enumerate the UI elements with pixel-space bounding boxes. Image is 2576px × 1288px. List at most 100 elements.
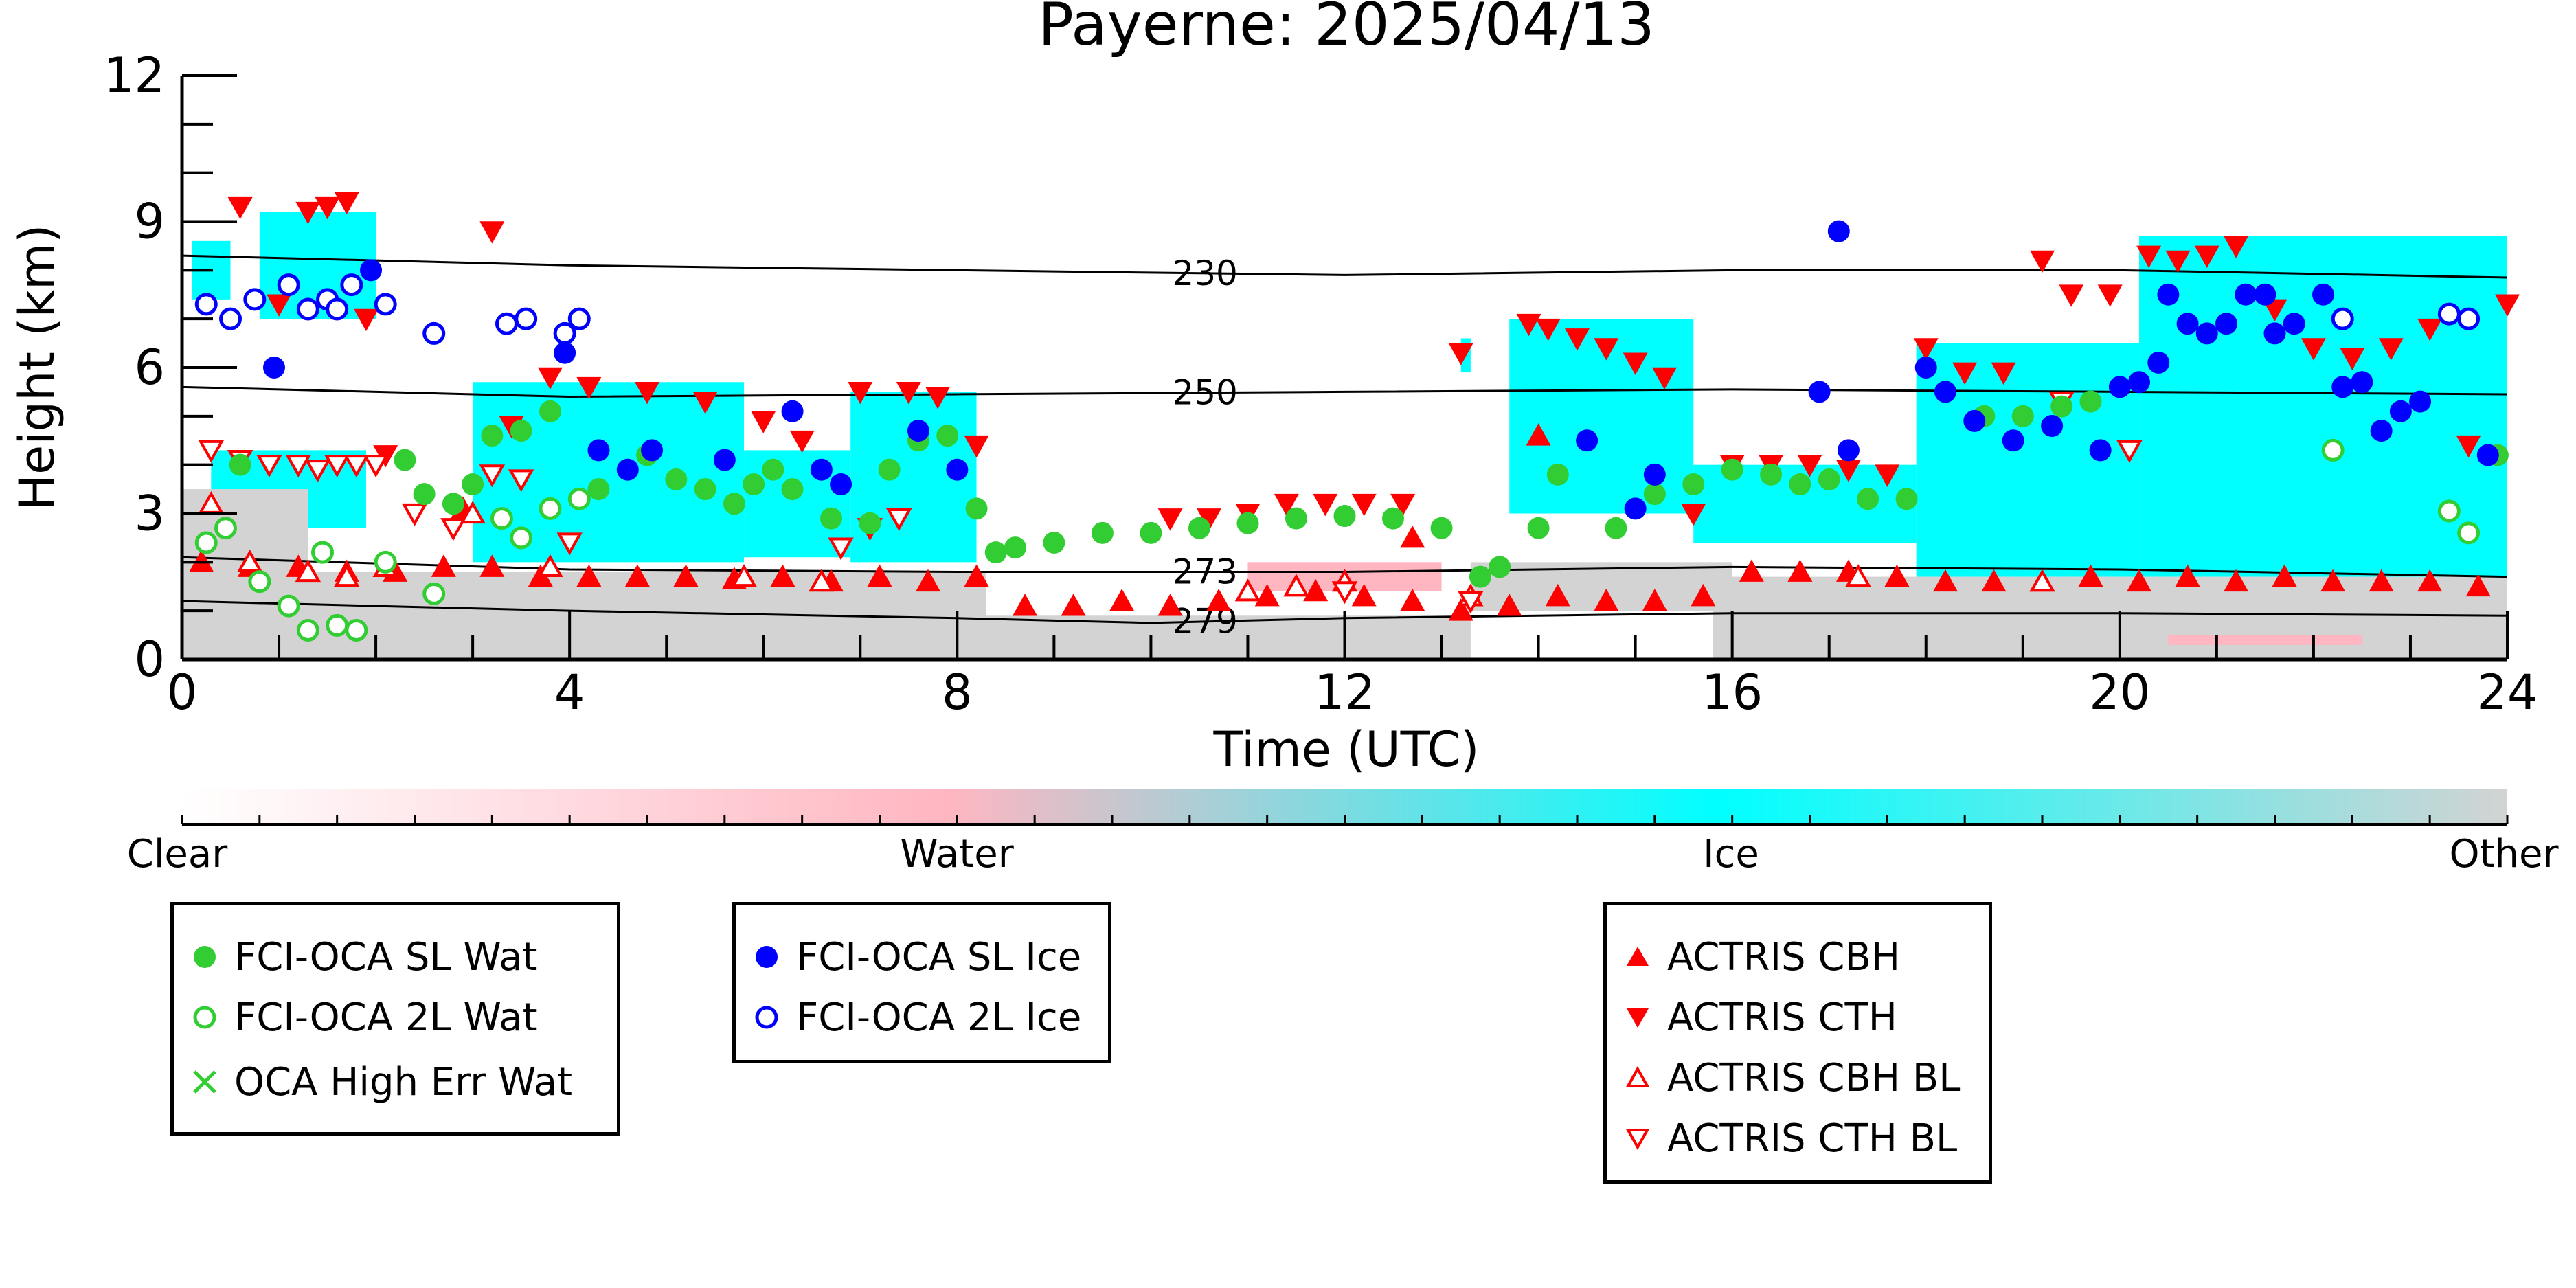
sl-ice-point: [1837, 439, 1860, 462]
cth-point: [2224, 236, 2249, 258]
2l-ice-point: [567, 307, 591, 330]
cbh-bl-point: [295, 559, 321, 583]
sl-wat-point: [229, 453, 251, 476]
sl-ice-point: [1808, 381, 1831, 403]
sl-wat-point: [723, 493, 745, 515]
cth-point: [964, 435, 989, 458]
cth-bl-point: [1458, 591, 1484, 614]
x-tick-label: 12: [1314, 664, 1375, 721]
sl-wat-point: [694, 478, 716, 501]
cbh-point: [1061, 594, 1086, 616]
cth-point: [479, 221, 505, 244]
colorbar-label-clear: Clear: [127, 832, 228, 877]
sl-wat-point: [1789, 473, 1811, 495]
y-axis-label: Height (km): [9, 225, 65, 511]
y-tick-label: 0: [134, 631, 165, 688]
x-tick-label: 20: [2089, 664, 2150, 721]
sl-ice-point: [554, 341, 576, 364]
cbh-point: [2224, 569, 2249, 592]
sl-ice-point: [1963, 409, 1986, 432]
cbh-point: [1691, 583, 1716, 607]
2l-wat-point: [326, 613, 349, 637]
sl-ice-point: [2351, 371, 2373, 394]
open-triangle-up-icon: [1625, 1065, 1650, 1087]
cbh-point: [576, 564, 602, 587]
cth-point: [334, 192, 359, 215]
legend-water: FCI-OCA SL Wat FCI-OCA 2L Wat OCA High E…: [170, 902, 620, 1136]
2l-wat-point: [374, 550, 397, 574]
cth-bl-point: [198, 440, 225, 463]
cth-point: [2456, 435, 2481, 458]
cbh-point: [1642, 589, 1667, 611]
sl-wat-point: [510, 420, 532, 442]
cbh-bl-point: [731, 564, 757, 587]
sl-wat-point: [2011, 405, 2034, 427]
cth-point: [848, 382, 873, 405]
2l-ice-point: [495, 312, 518, 335]
cbh-point: [1526, 423, 1551, 446]
2l-ice-point: [296, 297, 319, 321]
sl-ice-point: [2089, 439, 2112, 462]
sl-ice-point: [2128, 371, 2151, 394]
colorbar-label-water: Water: [900, 832, 1015, 877]
cth-point: [1274, 493, 1299, 517]
cth-bl-point: [401, 503, 428, 526]
cbh-point: [1497, 594, 1522, 616]
legend-item-cbh-bl: ACTRIS CBH BL: [1620, 1054, 1960, 1102]
series-fci-oca-2l-ice: [194, 273, 2481, 345]
2l-wat-point: [194, 531, 218, 554]
sl-wat-point: [1091, 521, 1114, 544]
open-triangle-down-icon: [1625, 1129, 1650, 1151]
2l-wat-point: [539, 497, 562, 520]
cth-point: [1875, 464, 1900, 487]
sl-wat-point: [1721, 458, 1743, 481]
sl-wat-point: [1760, 463, 1783, 486]
sl-wat-point: [984, 541, 1007, 564]
sl-wat-point: [762, 458, 784, 481]
cbh-point: [1884, 564, 1910, 587]
2l-wat-point: [296, 619, 319, 642]
cth-point: [2301, 338, 2326, 361]
sl-wat-point: [665, 468, 688, 490]
2l-ice-point: [422, 321, 446, 345]
cth-point: [1351, 493, 1377, 517]
2l-ice-point: [515, 307, 538, 330]
2l-wat-point: [490, 507, 513, 530]
sl-ice-point: [1643, 463, 1666, 486]
legend-item-sl-wat: FCI-OCA SL Wat: [188, 933, 538, 981]
cbh-bl-point: [1845, 564, 1871, 587]
cth-point: [2059, 284, 2084, 307]
2l-ice-point: [326, 297, 349, 321]
cloud-block-other: [986, 615, 1471, 659]
cth-bl-point: [256, 455, 282, 478]
sl-ice-point: [262, 357, 285, 379]
colorbar-ticks: [181, 815, 2509, 826]
sl-wat-point: [1043, 532, 1065, 554]
cth-point: [1952, 362, 1978, 385]
cbh-point: [1254, 583, 1280, 607]
cbh-point: [2465, 574, 2491, 597]
2l-ice-point: [340, 273, 363, 297]
cbh-point: [770, 564, 795, 587]
cth-point: [2136, 245, 2162, 269]
cloud-block-ice: [1916, 343, 2140, 577]
sl-ice-point: [1827, 220, 1850, 242]
cth-point: [751, 411, 776, 433]
legend-label: FCI-OCA SL Ice: [796, 934, 1082, 980]
sl-wat-point: [481, 425, 504, 447]
cbh-point: [1109, 589, 1135, 611]
cth-point: [1913, 338, 1939, 361]
sl-wat-point: [2050, 395, 2073, 418]
cbh-point: [2078, 564, 2103, 587]
sl-wat-point: [1469, 565, 1491, 588]
cbh-point: [624, 564, 650, 587]
sl-wat-point: [1489, 556, 1511, 578]
sl-wat-point: [1857, 488, 1879, 510]
cth-point: [635, 382, 659, 405]
sl-ice-point: [1624, 497, 1647, 520]
cbh-point: [1400, 589, 1425, 611]
series-actris-cbh-bl: [198, 490, 2055, 607]
sl-ice-point: [2476, 444, 2499, 466]
sl-wat-point: [1682, 473, 1705, 495]
sl-wat-point: [1333, 505, 1356, 528]
